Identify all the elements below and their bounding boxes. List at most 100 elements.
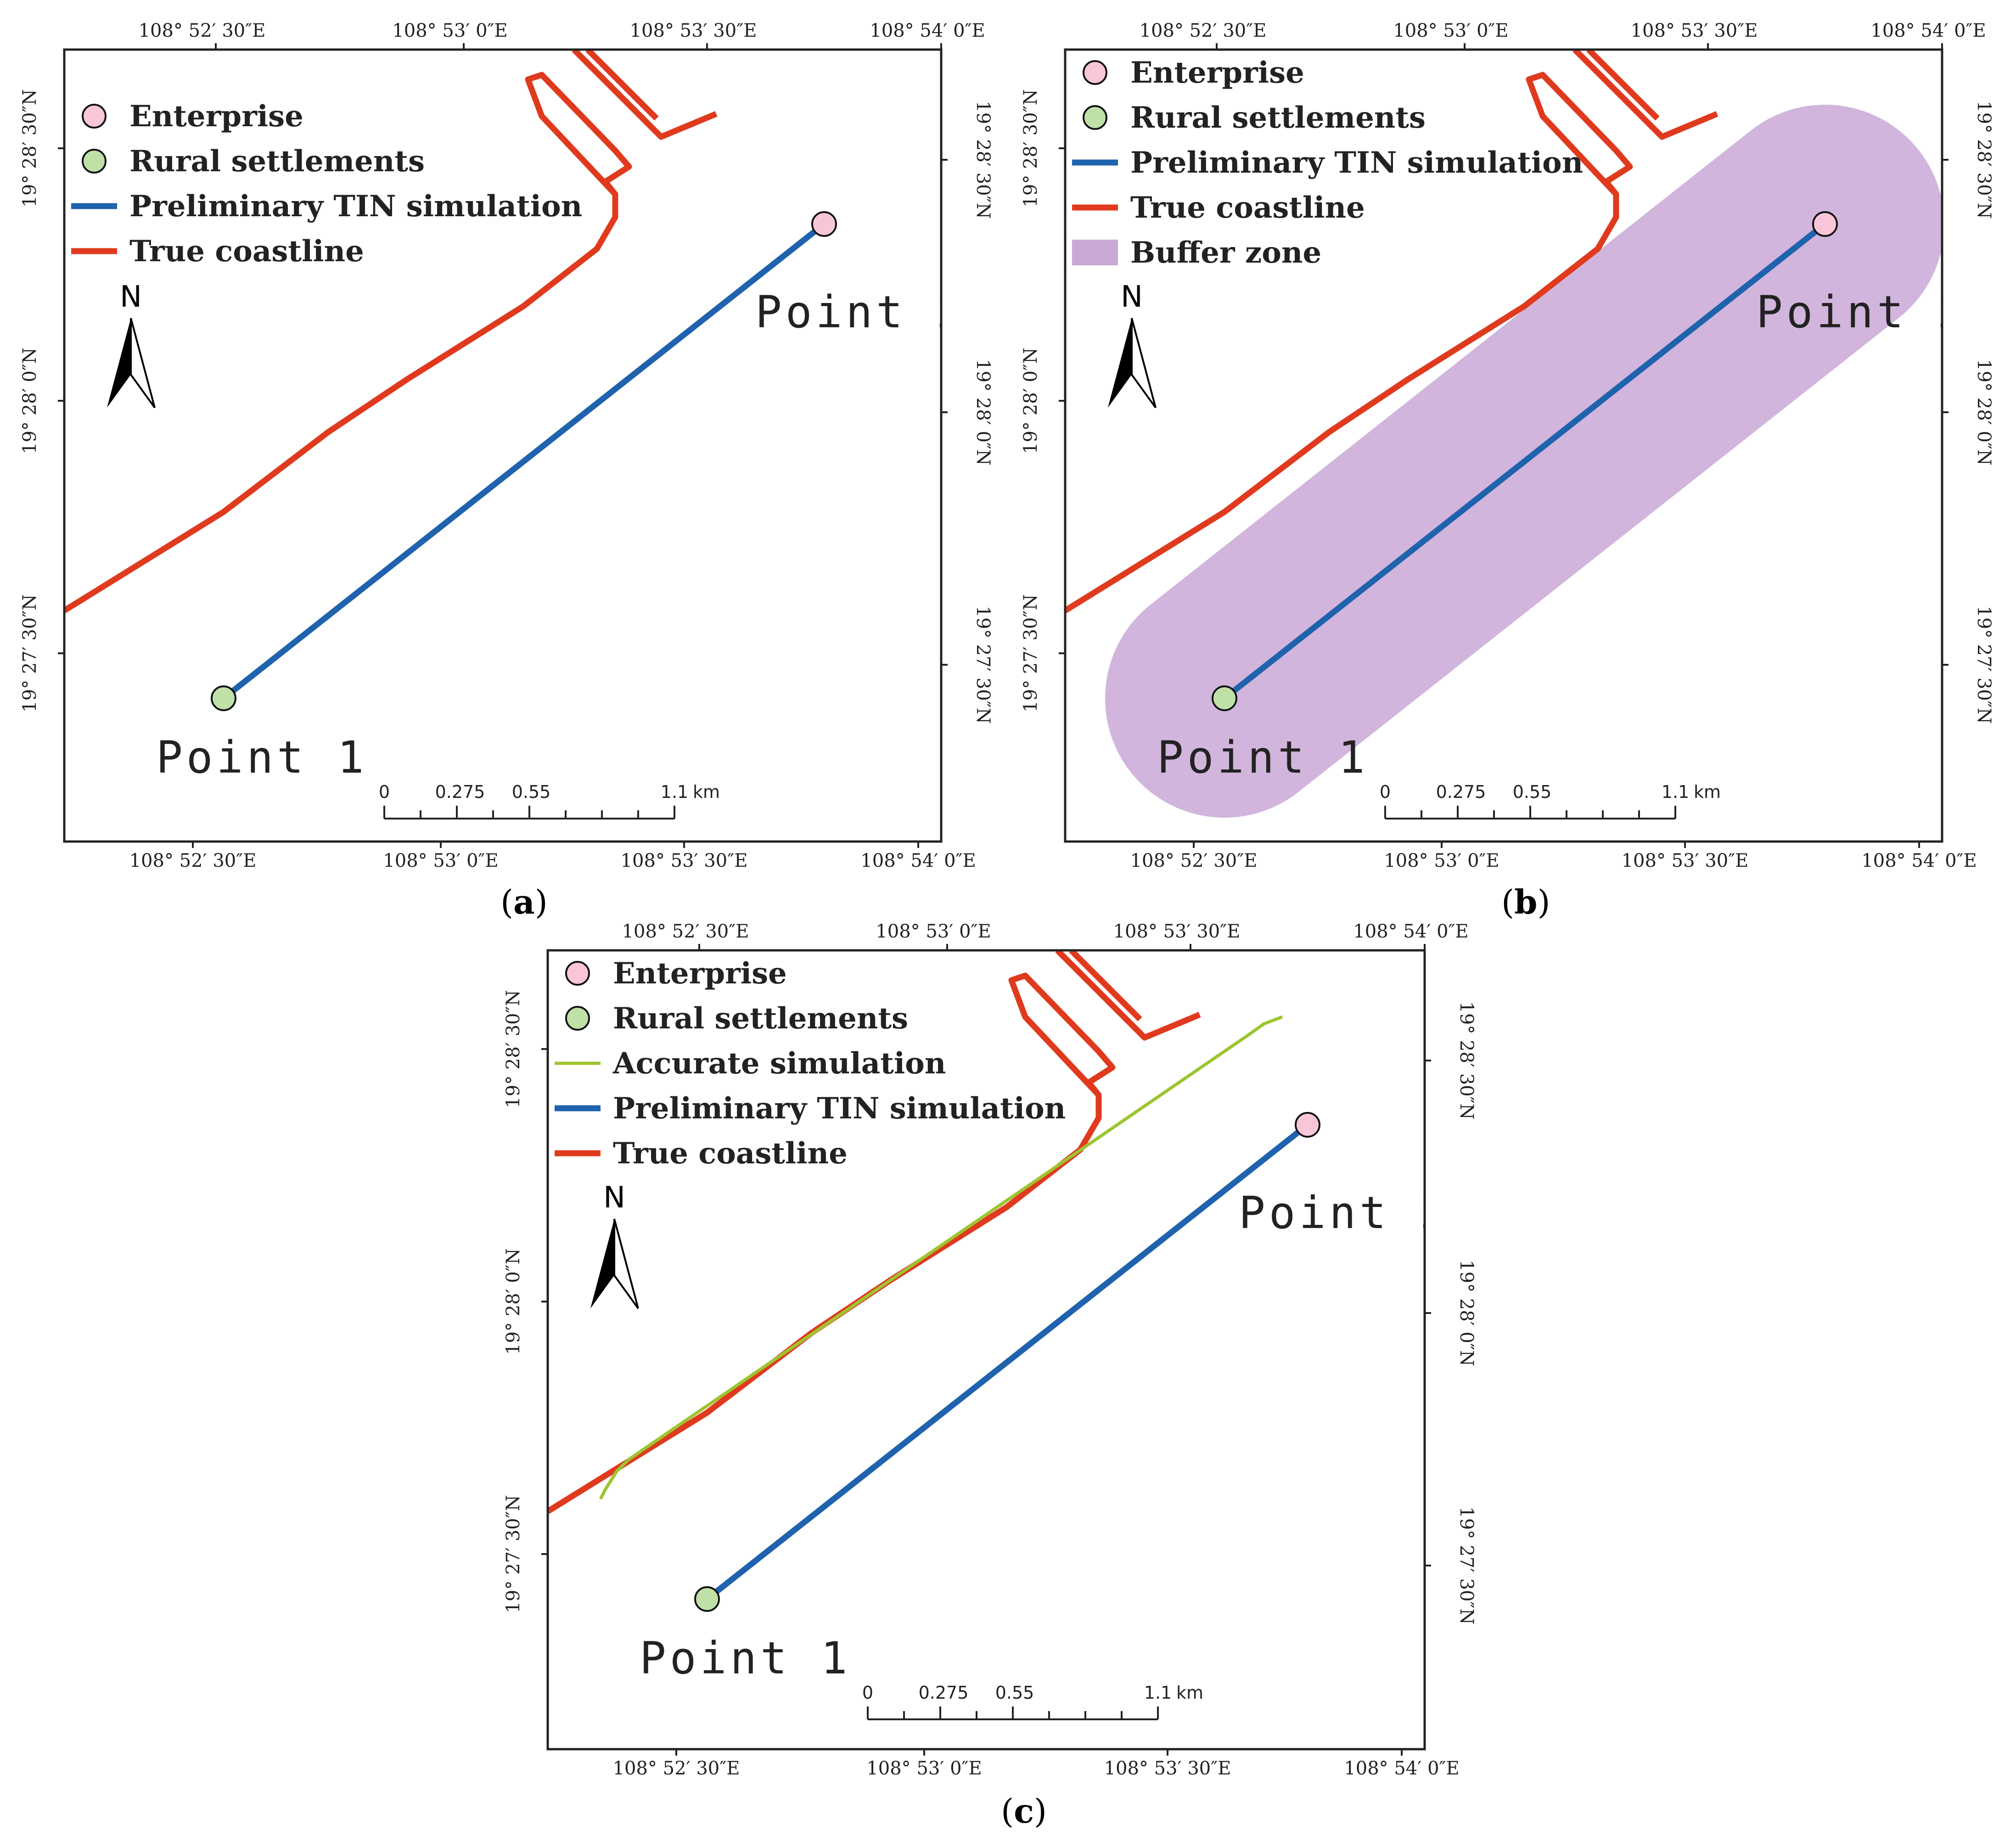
caption-paren: (: [500, 883, 513, 921]
north-arrow-left-half: [1108, 318, 1132, 408]
legend: Enterprise Rural settlements Preliminary T…: [1072, 56, 1583, 270]
legend-label: Preliminary TIN simulation: [129, 189, 582, 224]
scale-label: 0.275: [1436, 782, 1486, 802]
legend-item: Enterprise: [1083, 56, 1304, 90]
scale-unit: km: [1694, 782, 1721, 802]
legend-label: Rural settlements: [1130, 101, 1426, 135]
legend-item: Preliminary TIN simulation: [555, 1091, 1066, 1126]
north-arrow-left-half: [590, 1219, 614, 1308]
scale-label: 0: [1380, 782, 1391, 802]
panel-caption: (b): [1501, 882, 1550, 921]
scale-label: 0: [379, 782, 390, 802]
point-1-label: Point 1: [156, 732, 368, 783]
map-panel-a: Point 1 Point 2 N Enterprise Rural settlemen…: [19, 20, 994, 871]
lon-label-bottom: 108° 53′ 0″E: [1384, 850, 1499, 871]
coastline-inner-loop: [1008, 972, 1116, 1097]
map-frame: [546, 949, 1426, 1751]
scale-label: 1.1: [1662, 782, 1689, 802]
legend-item: Accurate simulation: [555, 1046, 946, 1081]
preliminary-tin-line: [705, 1122, 1310, 1602]
lat-label-left: 19° 27′ 30″N: [503, 1495, 524, 1613]
caption-letter: b: [1514, 882, 1537, 921]
map-panel-c: Point 1 Point 2 N Enterprise Rural settlemen…: [503, 921, 1477, 1779]
north-arrow-icon: N: [107, 280, 156, 409]
coastline-inner-loop: [525, 72, 632, 196]
coastline-pier: [1055, 950, 1201, 1041]
lon-label-top: 108° 53′ 30″E: [630, 20, 757, 41]
legend-label: True coastline: [129, 234, 364, 269]
enterprise-point: [1812, 211, 1838, 237]
lon-label-bottom: 108° 54′ 0″E: [1344, 1758, 1459, 1779]
scale-unit: km: [1176, 1683, 1203, 1703]
rural-settlement-point: [694, 1586, 720, 1612]
panel-caption: (c): [1001, 1791, 1047, 1830]
north-arrow-right-half: [130, 318, 156, 409]
point-2-label: Point 2: [1756, 286, 1968, 338]
enterprise-point: [811, 211, 837, 237]
scale-label: 0.55: [1513, 782, 1552, 802]
north-arrow-icon: N: [1108, 280, 1157, 409]
lat-label-left: 19° 27′ 30″N: [19, 594, 40, 712]
preliminary-tin-line: [221, 221, 826, 701]
lat-label-right: 19° 28′ 0″N: [972, 359, 994, 466]
scale-label: 1.1: [1144, 1683, 1172, 1703]
caption-paren: (: [1501, 883, 1514, 921]
lat-label-left: 19° 27′ 30″N: [1020, 594, 1041, 712]
lat-label-left: 19° 28′ 0″N: [19, 348, 40, 454]
lon-label-bottom: 108° 53′ 0″E: [383, 850, 498, 871]
lat-label-left: 19° 28′ 0″N: [503, 1248, 524, 1355]
lon-label-top: 108° 52′ 30″E: [139, 20, 266, 41]
lat-label-right: 19° 28′ 30″N: [972, 101, 994, 219]
point-1-label: Point 1: [1157, 732, 1369, 783]
lon-label-bottom: 108° 53′ 30″E: [1622, 850, 1749, 871]
point-2-label: Point 2: [755, 286, 967, 338]
lat-label-left: 19° 28′ 30″N: [1020, 89, 1041, 207]
scale-unit: km: [693, 782, 720, 802]
true-coastline: [1065, 180, 1619, 613]
scale-label: 1.1: [661, 782, 688, 802]
coastline-pier-edge: [585, 50, 659, 121]
point-1-label: Point 1: [640, 1633, 851, 1684]
lat-label-right: 19° 27′ 30″N: [972, 606, 994, 724]
lon-label-top: 108° 53′ 0″E: [1393, 20, 1508, 41]
legend-enterprise-swatch: [1083, 60, 1107, 85]
scale-bar: 0 0.275 0.55 1.1 km: [1380, 782, 1721, 819]
map-content: Point 1 Point 2 N Enterprise Rural settlemen…: [1065, 50, 1968, 819]
lon-label-bottom: 108° 54′ 0″E: [860, 850, 976, 871]
north-arrow-right-half: [613, 1218, 639, 1309]
lon-label-top: 108° 53′ 30″E: [1631, 20, 1758, 41]
lon-label-bottom: 108° 52′ 30″E: [1130, 850, 1258, 871]
lon-label-top: 108° 53′ 30″E: [1113, 921, 1241, 942]
lat-label-left: 19° 28′ 0″N: [1020, 348, 1041, 454]
legend: Enterprise Rural settlements Preliminary T…: [71, 99, 582, 269]
scale-bar: 0 0.275 0.55 1.1 km: [862, 1683, 1203, 1720]
lat-label-right: 19° 27′ 30″N: [1456, 1506, 1477, 1624]
legend-item: Enterprise: [82, 99, 303, 134]
map-frame: [1064, 48, 1943, 843]
legend-label: True coastline: [1130, 191, 1365, 225]
legend-buffer-swatch: [1072, 240, 1118, 265]
lon-label-top: 108° 54′ 0″E: [1870, 20, 1986, 41]
coastline-inner-loop: [1526, 72, 1633, 196]
legend: Enterprise Rural settlements Accurate simu…: [555, 956, 1066, 1171]
enterprise-point: [1295, 1112, 1320, 1138]
legend-rural-swatch: [82, 149, 107, 174]
legend-label: Enterprise: [129, 99, 303, 134]
legend-enterprise-swatch: [565, 961, 590, 986]
legend-label: Rural settlements: [129, 144, 425, 179]
legend-label: Rural settlements: [613, 1001, 908, 1036]
legend-item: Rural settlements: [1083, 101, 1426, 135]
lat-label-right: 19° 28′ 30″N: [1973, 101, 1994, 219]
panel-caption: (a): [500, 882, 548, 921]
scale-label: 0.275: [435, 782, 485, 802]
map-panel-b: Point 1 Point 2 N Enterprise Rural settlemen…: [1020, 20, 1994, 871]
legend-item: Rural settlements: [82, 144, 425, 179]
north-label: N: [1121, 280, 1143, 314]
lon-label-top: 108° 54′ 0″E: [870, 20, 985, 41]
scale-label: 0: [862, 1683, 873, 1703]
coastline-pier-edge: [1586, 50, 1660, 121]
legend-label: Enterprise: [1130, 56, 1304, 90]
map-frame: [63, 48, 943, 843]
rural-settlement-point: [1212, 685, 1237, 711]
legend-item: Buffer zone: [1072, 236, 1321, 270]
